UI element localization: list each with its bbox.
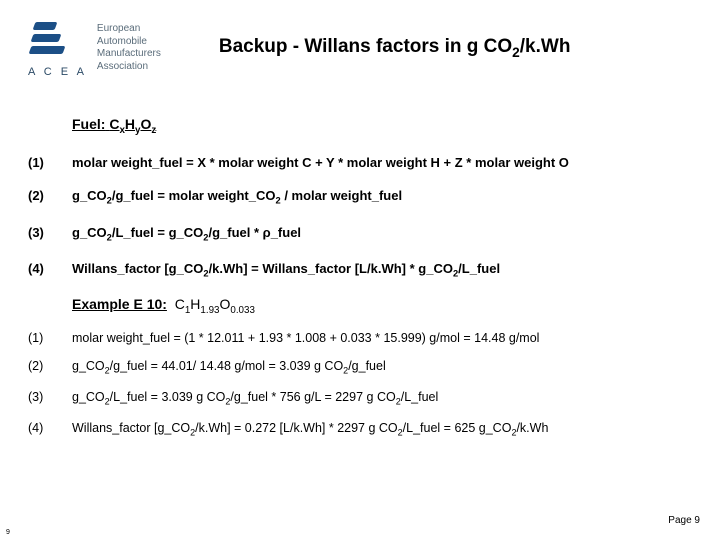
example-formula: C1H1.93O0.033 (175, 296, 255, 312)
org-line-3: Manufacturers (97, 48, 161, 61)
equation-item: (1) molar weight_fuel = X * molar weight… (28, 154, 692, 172)
fuel-O: O (141, 116, 152, 132)
title-post: /k.Wh (520, 36, 571, 57)
example-item: (3) g_CO2/L_fuel = 3.039 g CO2/g_fuel * … (28, 389, 692, 408)
eq-number: (3) (28, 224, 58, 244)
ex-number: (4) (28, 420, 58, 439)
ex-number: (1) (28, 330, 58, 346)
org-line-4: Association (97, 61, 161, 74)
fuel-heading: Fuel: CxHyOz (72, 116, 692, 136)
header: A C E A European Automobile Manufacturer… (28, 18, 692, 78)
example-label: Example E 10: (72, 296, 167, 312)
fuel-C: C (109, 116, 119, 132)
ex-number: (3) (28, 389, 58, 408)
acea-logo-icon (28, 18, 80, 62)
ex-body: molar weight_fuel = (1 * 12.011 + 1.93 *… (72, 330, 539, 346)
equation-item: (4) Willans_factor [g_CO2/k.Wh] = Willan… (28, 260, 692, 280)
example-item: (2) g_CO2/g_fuel = 44.01/ 14.48 g/mol = … (28, 358, 692, 377)
slide-index: 9 (6, 529, 10, 536)
logo-group: A C E A European Automobile Manufacturer… (28, 18, 161, 78)
ex-body: g_CO2/L_fuel = 3.039 g CO2/g_fuel * 756 … (72, 389, 438, 408)
ex-body: g_CO2/g_fuel = 44.01/ 14.48 g/mol = 3.03… (72, 358, 386, 377)
title-pre: Backup - Willans factors in g CO (219, 36, 512, 57)
title-sub: 2 (512, 45, 520, 60)
fuel-H: H (125, 116, 135, 132)
fuel-label: Fuel: (72, 116, 105, 132)
example-list: (1) molar weight_fuel = (1 * 12.011 + 1.… (28, 330, 692, 440)
logo: A C E A (28, 18, 87, 78)
org-line-1: European (97, 23, 161, 36)
ex-number: (2) (28, 358, 58, 377)
slide-root: A C E A European Automobile Manufacturer… (0, 0, 720, 540)
eq-number: (1) (28, 154, 58, 172)
fuel-z: z (151, 125, 156, 136)
eq-number: (2) (28, 187, 58, 207)
page-title: Backup - Willans factors in g CO2/k.Wh (175, 36, 692, 60)
eq-body: g_CO2/g_fuel = molar weight_CO2 / molar … (72, 187, 402, 207)
acea-acronym: A C E A (28, 66, 87, 78)
content: Fuel: CxHyOz (1) molar weight_fuel = X *… (28, 116, 692, 440)
eq-body: g_CO2/L_fuel = g_CO2/g_fuel * ρ_fuel (72, 224, 301, 244)
equation-item: (3) g_CO2/L_fuel = g_CO2/g_fuel * ρ_fuel (28, 224, 692, 244)
equation-item: (2) g_CO2/g_fuel = molar weight_CO2 / mo… (28, 187, 692, 207)
equations-list: (1) molar weight_fuel = X * molar weight… (28, 154, 692, 280)
page-number: Page 9 (668, 515, 700, 526)
org-line-2: Automobile (97, 36, 161, 49)
example-heading: Example E 10: C1H1.93O0.033 (72, 296, 692, 316)
example-item: (1) molar weight_fuel = (1 * 12.011 + 1.… (28, 330, 692, 346)
ex-body: Willans_factor [g_CO2/k.Wh] = 0.272 [L/k… (72, 420, 548, 439)
eq-body: Willans_factor [g_CO2/k.Wh] = Willans_fa… (72, 260, 500, 280)
eq-number: (4) (28, 260, 58, 280)
org-name: European Automobile Manufacturers Associ… (97, 23, 161, 73)
eq-body: molar weight_fuel = X * molar weight C +… (72, 154, 569, 172)
example-item: (4) Willans_factor [g_CO2/k.Wh] = 0.272 … (28, 420, 692, 439)
